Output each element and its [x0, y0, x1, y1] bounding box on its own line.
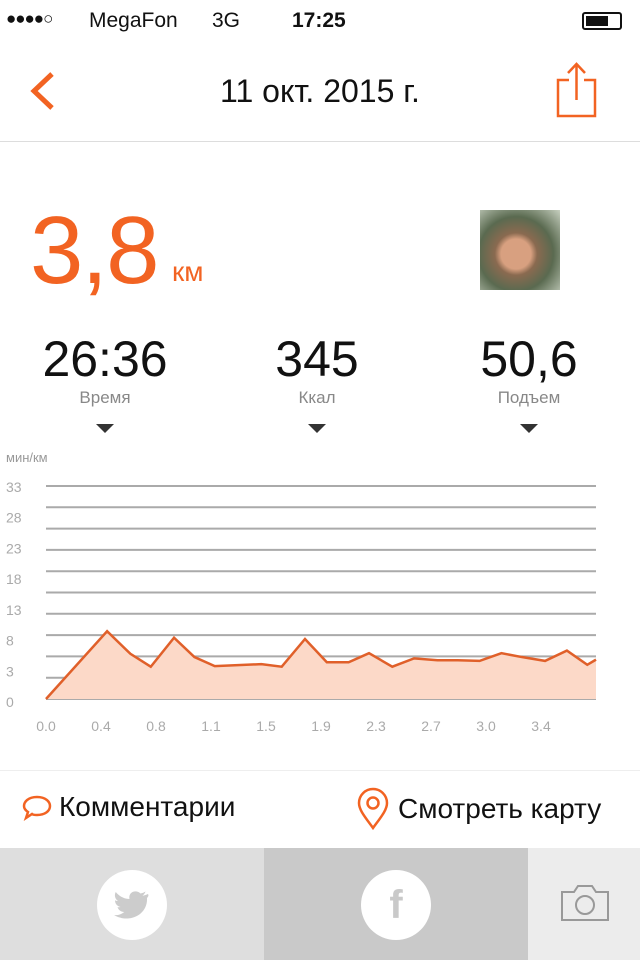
view-map-button[interactable]: Смотреть карту [356, 787, 601, 831]
x-tick-label: 2.7 [421, 718, 441, 734]
stat-value: 50,6 [480, 331, 578, 387]
dropdown-arrow-icon [96, 424, 114, 433]
y-tick-label: 28 [6, 510, 22, 526]
avatar[interactable] [480, 210, 560, 290]
comment-bubble-icon [22, 795, 52, 821]
pace-line [45, 629, 597, 700]
stat-label: Ккал [298, 388, 336, 407]
x-tick-label: 0.4 [91, 718, 111, 734]
y-tick-label: 18 [6, 571, 22, 587]
x-tick-label: 2.3 [366, 718, 386, 734]
network-type: 3G [212, 9, 241, 32]
battery-icon [582, 12, 622, 30]
x-axis-unit: км [587, 440, 603, 443]
x-tick-label: 3.4 [531, 718, 551, 734]
share-icon[interactable] [556, 62, 598, 118]
x-tick-label: 1.9 [311, 718, 331, 734]
comments-button[interactable]: Комментарии [22, 791, 235, 823]
twitter-icon [97, 870, 167, 940]
y-tick-label: 23 [6, 540, 22, 556]
y-tick-label: 0 [6, 694, 14, 710]
x-tick-label: 3.0 [476, 718, 496, 734]
x-tick-label: 1.1 [201, 718, 221, 734]
status-bar: ●●●●○ MegaFon 3G 17:25 [0, 0, 640, 40]
stat-time[interactable]: 26:36 Время [5, 330, 205, 433]
action-bar: Комментарии Смотреть карту [0, 770, 640, 848]
distance-unit: км [172, 256, 204, 287]
dropdown-arrow-icon [308, 424, 326, 433]
y-axis-label: мин/км [6, 450, 48, 465]
x-tick-label: 0.0 [36, 718, 56, 734]
map-label: Смотреть карту [398, 793, 602, 824]
stat-calories[interactable]: 345 Ккал [217, 330, 417, 433]
photo-button[interactable] [528, 848, 640, 960]
signal-strength: ●●●●○ [6, 9, 53, 28]
carrier: MegaFon [89, 9, 178, 32]
page-title: 11 окт. 2015 г. [220, 73, 420, 109]
pace-area [46, 631, 596, 699]
nav-bar: 11 окт. 2015 г. [0, 40, 640, 142]
clock: 17:25 [292, 9, 346, 32]
x-tick-label: 0.8 [146, 718, 166, 734]
distance-value: 3,8 [30, 197, 159, 304]
dropdown-arrow-icon [520, 424, 538, 433]
stat-elevation[interactable]: 50,6 Подъем [429, 330, 629, 433]
y-tick-label: 8 [6, 633, 14, 649]
x-tick-label: 1.5 [256, 718, 276, 734]
facebook-icon: f [361, 870, 431, 940]
share-facebook-button[interactable]: f [264, 848, 528, 960]
map-pin-icon [357, 787, 389, 831]
camera-icon [561, 885, 609, 921]
y-tick-label: 33 [6, 479, 22, 495]
pace-chart: мин/км 33 28 23 18 13 8 3 0 0.0 0.4 0.8 1.1 1.5 1.9 2.… [6, 440, 603, 734]
chevron-left-icon[interactable] [28, 70, 58, 112]
y-tick-label: 13 [6, 602, 22, 618]
comments-label: Комментарии [59, 791, 236, 822]
stat-label: Подъем [497, 388, 561, 407]
stat-label: Время [79, 388, 131, 407]
y-tick-label: 3 [6, 663, 14, 679]
stat-value: 345 [275, 331, 359, 387]
stat-value: 26:36 [42, 331, 168, 387]
share-twitter-button[interactable] [0, 848, 264, 960]
